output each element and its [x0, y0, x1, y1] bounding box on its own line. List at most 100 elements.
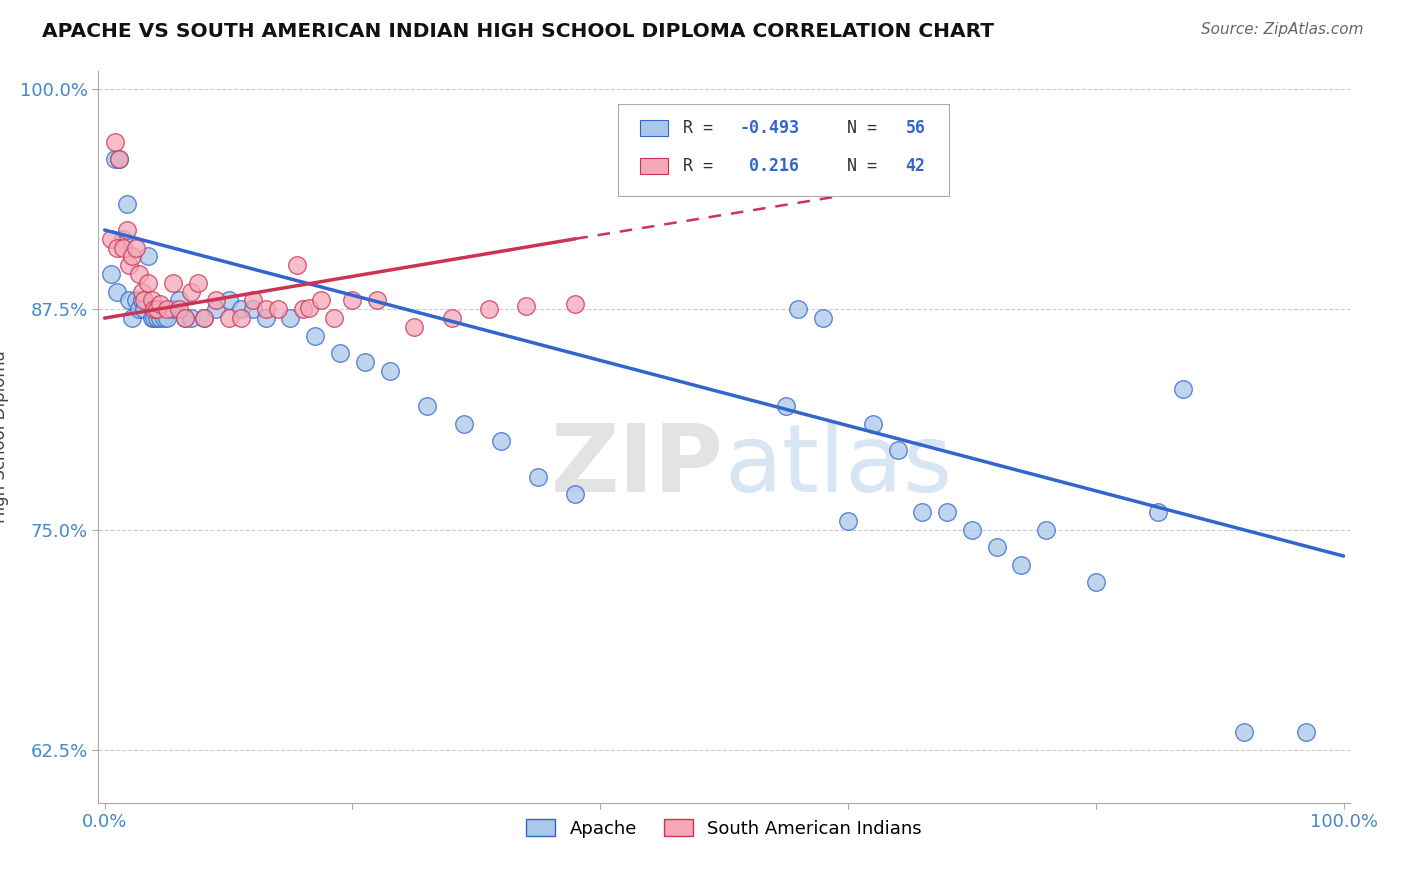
Text: Source: ZipAtlas.com: Source: ZipAtlas.com: [1201, 22, 1364, 37]
Point: [1233, 725, 1256, 739]
Point: [329, 346, 352, 360]
Point: [242, 293, 264, 308]
Text: 0.216: 0.216: [740, 157, 799, 175]
Point: [155, 311, 177, 326]
Point: [118, 293, 141, 308]
Point: [787, 302, 810, 317]
Point: [136, 249, 159, 263]
Bar: [640, 158, 668, 174]
Point: [775, 399, 797, 413]
Point: [162, 302, 184, 317]
Point: [128, 267, 150, 281]
Point: [149, 311, 172, 326]
Point: [103, 135, 125, 149]
Point: [489, 434, 512, 449]
Point: [285, 258, 308, 272]
Point: [100, 232, 122, 246]
Point: [141, 293, 163, 308]
Point: [242, 302, 264, 317]
Text: N =: N =: [827, 157, 887, 175]
Bar: [640, 120, 668, 136]
Point: [291, 302, 314, 317]
Point: [180, 311, 202, 326]
Text: atlas: atlas: [724, 420, 952, 512]
Point: [404, 320, 426, 334]
Point: [960, 523, 983, 537]
Point: [218, 311, 240, 326]
Y-axis label: High School Diploma: High School Diploma: [0, 351, 8, 524]
Point: [143, 311, 166, 326]
Point: [862, 417, 884, 431]
Point: [440, 311, 463, 326]
Point: [121, 249, 143, 263]
Point: [1010, 558, 1032, 572]
Point: [478, 302, 501, 317]
Text: R =: R =: [683, 119, 723, 136]
Point: [936, 505, 959, 519]
Point: [103, 153, 125, 167]
Point: [134, 293, 156, 308]
Point: [366, 293, 388, 308]
Point: [515, 299, 537, 313]
Point: [205, 302, 228, 317]
Point: [180, 285, 202, 299]
Point: [342, 293, 364, 308]
Point: [162, 276, 184, 290]
Point: [254, 302, 277, 317]
Point: [1146, 505, 1168, 519]
Point: [149, 297, 172, 311]
Point: [145, 302, 167, 317]
Point: [564, 297, 586, 311]
Point: [564, 487, 586, 501]
Point: [118, 258, 141, 272]
Point: [121, 311, 143, 326]
Point: [837, 514, 859, 528]
Point: [811, 311, 834, 326]
Point: [153, 311, 176, 326]
Point: [155, 302, 177, 317]
Point: [304, 328, 326, 343]
Text: N =: N =: [827, 119, 887, 136]
FancyBboxPatch shape: [617, 104, 949, 195]
Point: [298, 301, 321, 315]
Legend: Apache, South American Indians: Apache, South American Indians: [519, 813, 929, 845]
Point: [453, 417, 475, 431]
Point: [886, 443, 908, 458]
Point: [911, 505, 934, 519]
Point: [322, 311, 344, 326]
Point: [267, 302, 290, 317]
Point: [986, 540, 1008, 554]
Point: [128, 302, 150, 317]
Point: [124, 241, 146, 255]
Point: [416, 399, 439, 413]
Point: [167, 293, 190, 308]
Point: [1295, 725, 1317, 739]
Point: [218, 293, 240, 308]
Point: [167, 302, 190, 317]
Point: [131, 293, 153, 308]
Point: [145, 311, 167, 326]
Point: [229, 311, 252, 326]
Point: [193, 311, 215, 326]
Point: [186, 276, 208, 290]
Text: -0.493: -0.493: [740, 119, 799, 136]
Point: [229, 302, 252, 317]
Point: [1035, 523, 1057, 537]
Point: [108, 153, 131, 167]
Point: [527, 469, 550, 483]
Text: R =: R =: [683, 157, 723, 175]
Point: [115, 223, 138, 237]
Point: [141, 311, 163, 326]
Point: [311, 293, 333, 308]
Point: [136, 276, 159, 290]
Point: [124, 293, 146, 308]
Point: [131, 285, 153, 299]
Point: [105, 285, 128, 299]
Point: [378, 364, 401, 378]
Point: [254, 311, 277, 326]
Point: [112, 232, 135, 246]
Point: [1171, 382, 1194, 396]
Point: [108, 153, 131, 167]
Text: 56: 56: [905, 119, 925, 136]
Text: ZIP: ZIP: [551, 420, 724, 512]
